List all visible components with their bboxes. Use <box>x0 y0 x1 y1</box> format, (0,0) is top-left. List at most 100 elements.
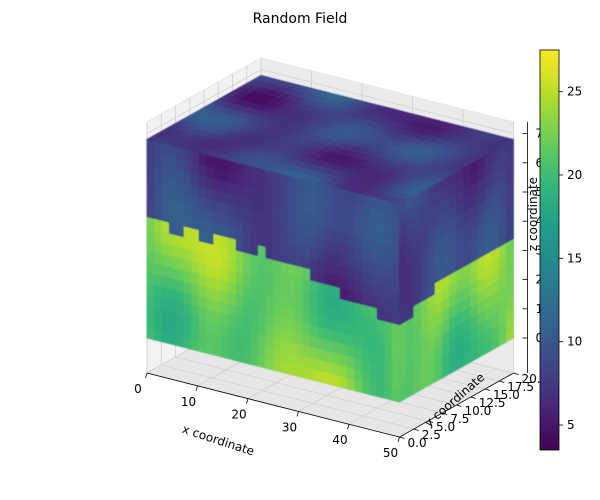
y-tick-label: 0.0 <box>408 436 427 450</box>
field-front-cell <box>347 256 356 270</box>
z-tick-label: 6 <box>536 156 544 170</box>
field-front-cell <box>310 180 319 195</box>
field-surfaces <box>146 75 515 403</box>
field-front-cell <box>362 204 371 219</box>
field-front-cell <box>146 249 155 264</box>
field-front-cell <box>280 294 289 309</box>
field-front-cell <box>191 161 200 176</box>
field-front-cell <box>347 189 356 204</box>
field-front-cell <box>391 377 400 392</box>
field-front-cell <box>362 348 371 362</box>
field-front-cell <box>317 259 326 274</box>
field-front-cell <box>213 255 222 270</box>
field-front-cell <box>369 250 378 265</box>
field-front-cell <box>168 310 178 324</box>
field-front-cell <box>265 169 274 183</box>
field-front-cell <box>362 237 371 252</box>
y-tick-label: 17.5 <box>507 380 534 394</box>
field-front-cell <box>176 212 185 227</box>
field-front-cell <box>250 187 259 202</box>
x-tick-mark <box>246 398 249 404</box>
field-front-cell <box>376 362 385 377</box>
field-front-cell <box>391 234 400 249</box>
field-front-cell <box>317 226 326 241</box>
field-front-cell <box>191 227 200 242</box>
colorbar-tick-label: 20 <box>567 168 582 182</box>
field-front-cell <box>183 148 192 163</box>
field-front-cell <box>265 345 274 360</box>
field-front-cell <box>228 270 237 284</box>
y-tick-mark <box>484 388 491 391</box>
field-front-cell <box>280 327 289 342</box>
field-front-cell <box>154 328 163 343</box>
field-front-cell <box>295 309 304 323</box>
field-front-cell <box>354 335 363 349</box>
y-tick-mark <box>427 420 434 423</box>
y-tick-mark <box>513 372 519 375</box>
field-front-cell <box>324 338 334 353</box>
field-front-cell <box>206 209 215 224</box>
z-tick-label: 0 <box>536 331 544 345</box>
x-tick-label: 10 <box>181 395 196 409</box>
field-front-cell <box>198 273 207 288</box>
field-front-cell <box>235 349 244 363</box>
field-front-cell <box>384 265 393 280</box>
z-tick-label: 2 <box>536 273 544 287</box>
field-front-cell <box>295 275 304 290</box>
field-volume <box>146 75 515 403</box>
field-front-cell <box>206 319 215 334</box>
colorbar-tick-label: 25 <box>567 85 582 99</box>
field-front-cell <box>287 263 296 277</box>
field-front-cell <box>168 243 178 258</box>
field-front-cell <box>191 194 200 209</box>
field-front-cell <box>183 291 192 306</box>
field-front-cell <box>324 305 334 320</box>
field-front-cell <box>391 344 400 359</box>
field-front-cell <box>369 283 378 298</box>
y-tick-label: 5.0 <box>436 420 455 434</box>
field-front-cell <box>339 287 348 302</box>
z-tick-label: 3 <box>536 243 544 257</box>
y-tick-label: 7.5 <box>450 412 469 426</box>
colorbar-ticks: 5 10 15 20 25 <box>559 85 582 432</box>
x-axis-label: x coordinate <box>180 422 256 458</box>
field-front-cell <box>324 272 334 287</box>
colorbar-tick-label: 15 <box>567 251 582 265</box>
y-tick-label: 2.5 <box>422 428 441 442</box>
field-front-cell <box>272 215 282 229</box>
field-front-cell <box>243 218 252 233</box>
field-front-cell <box>265 312 274 327</box>
field-front-cell <box>287 229 296 244</box>
field-front-cell <box>235 316 244 330</box>
z-tick-label: 5 <box>536 185 544 199</box>
x-tick-mark <box>145 372 148 379</box>
field-front-cell <box>176 179 185 194</box>
field-front-cell <box>161 164 170 179</box>
y-tick-label: 10.0 <box>465 404 492 418</box>
field-front-cell <box>362 381 371 395</box>
y-tick-label: 15.0 <box>493 388 520 402</box>
x-tick-mark <box>347 424 350 430</box>
z-tick-label: 7 <box>536 127 544 141</box>
y-tick-mark <box>456 404 462 407</box>
field-front-cell <box>332 351 341 366</box>
field-front-cell <box>332 208 341 222</box>
x-tick-mark <box>397 436 400 443</box>
field-front-cell <box>376 329 385 344</box>
field-front-cell <box>146 216 155 231</box>
field-front-cell <box>228 303 237 317</box>
field-front-cell <box>354 302 363 316</box>
field-front-cell <box>191 337 200 352</box>
field-front-cell <box>310 323 319 338</box>
field-front-cell <box>198 240 207 255</box>
field-front-cell <box>220 224 230 238</box>
field-front-cell <box>220 190 230 205</box>
z-tick-label: 4 <box>536 214 544 228</box>
y-tick-mark <box>442 412 448 415</box>
z-tick-label: 1 <box>536 302 544 316</box>
field-front-cell <box>213 288 222 303</box>
field-front-cell <box>272 248 282 263</box>
field-front-cell <box>161 197 170 212</box>
